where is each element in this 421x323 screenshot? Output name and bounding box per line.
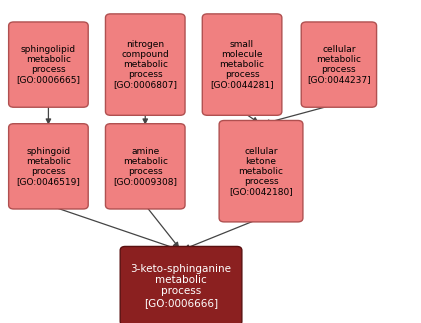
Text: 3-keto-sphinganine
metabolic
process
[GO:0006666]: 3-keto-sphinganine metabolic process [GO… <box>131 264 232 307</box>
FancyBboxPatch shape <box>105 124 185 209</box>
FancyBboxPatch shape <box>120 246 242 323</box>
Text: sphingolipid
metabolic
process
[GO:0006665]: sphingolipid metabolic process [GO:00066… <box>16 45 80 84</box>
Text: sphingoid
metabolic
process
[GO:0046519]: sphingoid metabolic process [GO:0046519] <box>16 147 80 186</box>
Text: amine
metabolic
process
[GO:0009308]: amine metabolic process [GO:0009308] <box>113 147 177 186</box>
FancyBboxPatch shape <box>219 120 303 222</box>
FancyBboxPatch shape <box>8 22 88 107</box>
FancyBboxPatch shape <box>202 14 282 115</box>
Text: cellular
ketone
metabolic
process
[GO:0042180]: cellular ketone metabolic process [GO:00… <box>229 147 293 196</box>
FancyBboxPatch shape <box>301 22 377 107</box>
Text: nitrogen
compound
metabolic
process
[GO:0006807]: nitrogen compound metabolic process [GO:… <box>113 40 177 89</box>
Text: small
molecule
metabolic
process
[GO:0044281]: small molecule metabolic process [GO:004… <box>210 40 274 89</box>
Text: cellular
metabolic
process
[GO:0044237]: cellular metabolic process [GO:0044237] <box>307 45 371 84</box>
FancyBboxPatch shape <box>8 124 88 209</box>
FancyBboxPatch shape <box>105 14 185 115</box>
